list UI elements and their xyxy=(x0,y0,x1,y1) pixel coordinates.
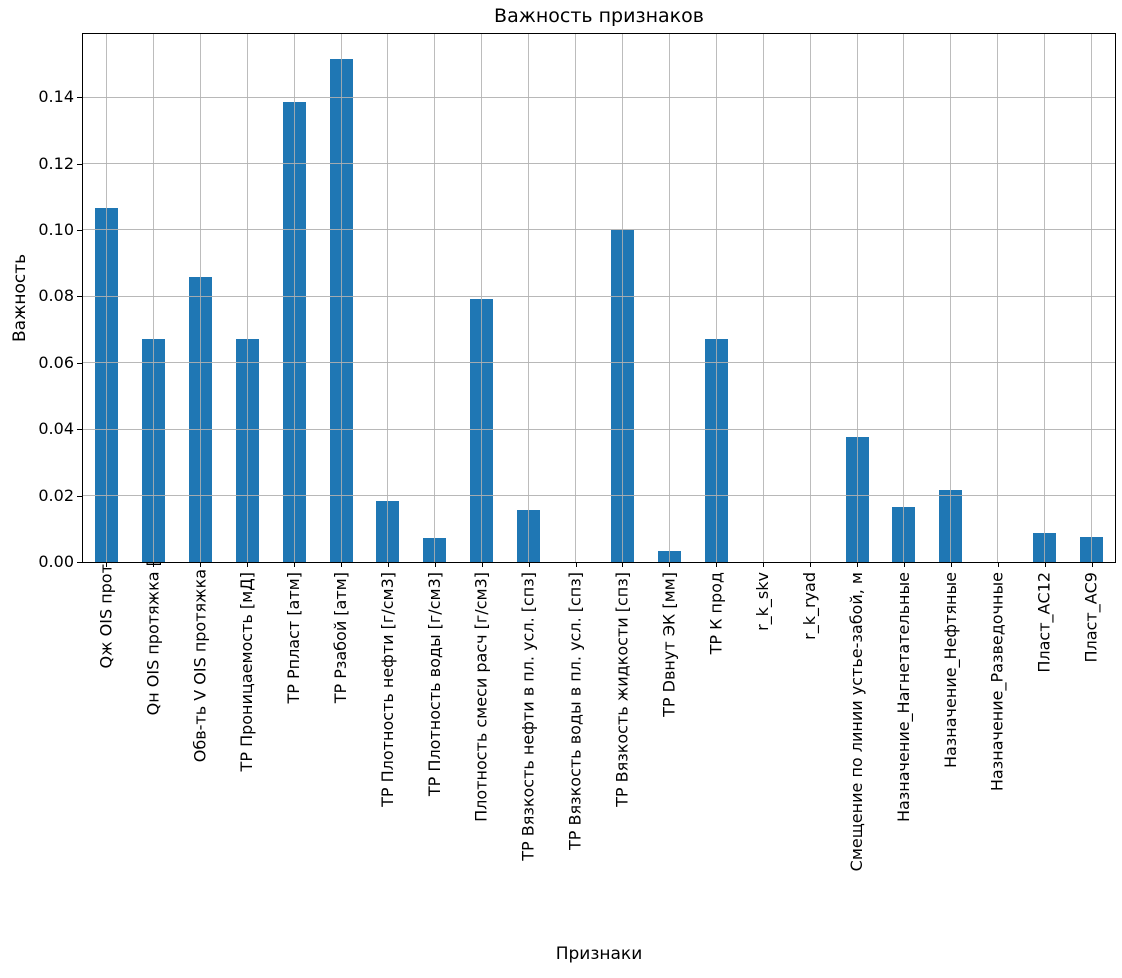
y-tick-label: 0.02 xyxy=(38,485,74,505)
y-tick-mark xyxy=(77,229,82,231)
y-tick-mark xyxy=(77,562,82,563)
x-tick-mark xyxy=(997,563,999,567)
y-tick-label: 0.14 xyxy=(38,87,74,107)
x-tick-label: ТР Плотность воды [г/см3] xyxy=(424,572,444,797)
x-tick-label: r_k_ryad xyxy=(800,572,820,640)
x-tick-mark xyxy=(622,563,624,567)
x-tick-mark xyxy=(247,563,249,567)
x-tick-mark xyxy=(763,563,765,567)
horizontal-gridline xyxy=(83,163,1115,164)
x-tick-mark xyxy=(810,563,812,567)
vertical-gridline xyxy=(340,34,342,562)
x-tick-label: ТР К прод xyxy=(706,572,726,655)
horizontal-gridline xyxy=(83,295,1115,297)
vertical-gridline xyxy=(387,34,389,562)
chart-title: Важность признаков xyxy=(494,5,704,27)
horizontal-gridline xyxy=(83,96,1115,98)
y-tick-mark xyxy=(77,495,82,497)
vertical-gridline xyxy=(575,34,577,562)
x-tick-label: Назначение_Нефтяные xyxy=(940,572,960,769)
x-tick-label: ТР Проницаемость [мД] xyxy=(237,572,257,772)
vertical-gridline xyxy=(668,34,670,562)
x-tick-mark xyxy=(200,563,202,567)
y-tick-mark xyxy=(77,163,82,165)
x-tick-label: r_k_skv xyxy=(753,572,773,631)
vertical-gridline xyxy=(715,34,717,562)
y-tick-mark xyxy=(77,296,82,298)
x-tick-mark xyxy=(950,563,952,567)
x-tick-mark xyxy=(903,563,905,567)
x-tick-label: Qн OIS протяжка [тн/сут] xyxy=(143,501,163,716)
y-tick-mark xyxy=(77,97,82,99)
x-tick-label: ТР Dвнут ЭК [мм] xyxy=(659,572,679,717)
plot-area xyxy=(82,33,1116,563)
x-tick-label: Пласт_АС9 xyxy=(1081,572,1101,663)
x-tick-label: ТР Вязкость нефти в пл. усл. [спз] xyxy=(518,572,538,861)
x-tick-mark xyxy=(1044,563,1046,567)
x-tick-mark xyxy=(434,563,436,567)
vertical-gridline xyxy=(434,34,436,562)
vertical-gridline xyxy=(152,34,154,562)
vertical-gridline xyxy=(997,34,999,562)
vertical-gridline xyxy=(293,34,295,562)
vertical-gridline xyxy=(199,34,201,562)
x-tick-label: Qж OIS протяжка [м3/сут] xyxy=(96,448,116,669)
y-tick-label: 0.12 xyxy=(38,153,74,173)
x-tick-label: Обв-ть V OIS протяжка [%] xyxy=(190,536,210,763)
x-tick-label: Плотность смеси расч [г/см3] xyxy=(471,572,491,822)
y-tick-label: 0.10 xyxy=(38,219,74,239)
vertical-gridline xyxy=(762,34,764,562)
y-tick-label: 0.08 xyxy=(38,286,74,306)
horizontal-gridline xyxy=(83,428,1115,430)
x-tick-label: ТР Плотность нефти [г/см3] xyxy=(377,572,397,807)
horizontal-gridline xyxy=(83,362,1115,364)
vertical-gridline xyxy=(246,34,248,562)
x-tick-mark xyxy=(857,563,858,567)
x-tick-mark xyxy=(341,563,342,567)
y-tick-label: 0.04 xyxy=(38,419,74,439)
vertical-gridline xyxy=(1091,34,1093,562)
vertical-gridline xyxy=(809,34,811,562)
vertical-gridline xyxy=(903,34,905,562)
vertical-gridline xyxy=(528,34,530,562)
x-tick-mark xyxy=(1091,563,1093,567)
vertical-gridline xyxy=(621,34,623,562)
x-tick-mark xyxy=(153,563,155,567)
vertical-gridline xyxy=(856,34,858,562)
vertical-gridline xyxy=(1044,34,1046,562)
vertical-gridline xyxy=(105,34,107,562)
x-tick-label: ТР Рзабой [атм] xyxy=(331,572,350,704)
x-tick-label: ТР Вязкость жидкости [спз] xyxy=(612,572,632,807)
x-tick-label: Назначение_Нагнетательные xyxy=(893,572,913,823)
x-axis-label: Признаки xyxy=(555,944,643,964)
x-tick-mark xyxy=(716,563,718,567)
x-tick-mark xyxy=(575,563,577,567)
y-tick-mark xyxy=(77,429,82,431)
x-tick-mark xyxy=(669,563,671,567)
x-tick-mark xyxy=(294,563,296,567)
x-tick-mark xyxy=(387,563,389,567)
vertical-gridline xyxy=(481,34,483,562)
y-tick-mark xyxy=(77,362,82,364)
x-tick-mark xyxy=(106,563,108,567)
x-tick-label: Смещение по линии устье-забой, м xyxy=(847,572,866,872)
vertical-gridline xyxy=(950,34,952,562)
x-tick-label: Назначение_Разведочные xyxy=(987,572,1007,792)
y-tick-label: 0.06 xyxy=(38,352,74,372)
x-tick-label: Пласт_АС12 xyxy=(1034,572,1054,673)
horizontal-gridline xyxy=(83,229,1115,231)
x-tick-label: ТР Рпласт [атм] xyxy=(284,572,304,704)
x-tick-label: ТР Вязкость воды в пл. усл. [спз] xyxy=(565,572,585,850)
horizontal-gridline xyxy=(83,495,1115,497)
y-tick-label: 0.00 xyxy=(38,552,74,571)
x-tick-mark xyxy=(481,563,483,567)
x-tick-mark xyxy=(528,563,530,567)
